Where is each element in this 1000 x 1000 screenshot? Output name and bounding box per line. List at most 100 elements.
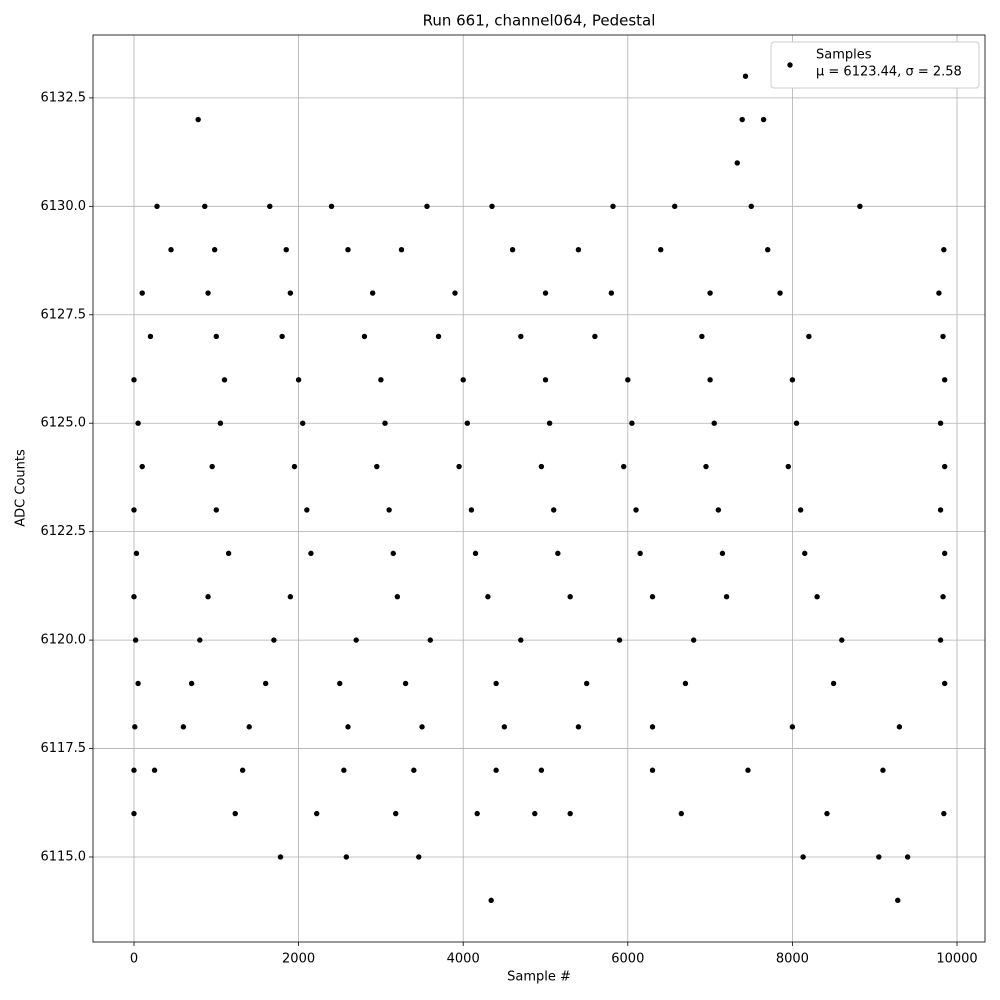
point [232, 810, 238, 817]
point [895, 897, 901, 904]
point [213, 333, 219, 340]
point [353, 637, 359, 643]
point [538, 463, 545, 470]
point [501, 724, 508, 730]
legend-marker [787, 62, 793, 68]
point [551, 507, 557, 513]
point [287, 290, 294, 296]
point [857, 203, 863, 210]
point [616, 637, 623, 643]
point [802, 550, 808, 557]
point [649, 767, 656, 773]
point [489, 203, 495, 210]
point [518, 637, 524, 643]
point [777, 290, 783, 296]
point [567, 594, 573, 600]
point [287, 594, 294, 600]
point [937, 507, 944, 513]
point [532, 810, 538, 817]
point [419, 724, 425, 730]
point [941, 463, 948, 470]
point [313, 810, 320, 817]
point [139, 463, 145, 470]
x-tick-label: 4000 [447, 952, 480, 967]
point [283, 247, 289, 253]
point [271, 637, 277, 643]
point [682, 680, 689, 687]
point [941, 680, 948, 687]
point [390, 550, 396, 557]
point [394, 594, 401, 600]
point [205, 290, 211, 296]
point [151, 767, 158, 773]
point [765, 247, 771, 253]
point [139, 290, 145, 296]
point [343, 854, 350, 860]
point [493, 680, 499, 687]
y-tick-label: 6122.5 [41, 524, 87, 539]
point [567, 810, 573, 817]
point [806, 333, 812, 340]
legend-label: Samples [816, 48, 872, 63]
point [620, 463, 627, 470]
point [493, 767, 499, 773]
point [411, 767, 417, 773]
point [839, 637, 845, 643]
point [629, 420, 635, 426]
point [707, 290, 713, 296]
x-tick-label: 0 [130, 952, 138, 967]
point [131, 810, 137, 817]
y-tick-label: 6130.0 [41, 199, 87, 214]
point [341, 767, 347, 773]
point [485, 594, 491, 600]
point [941, 377, 948, 383]
point [197, 637, 203, 643]
point [937, 420, 944, 426]
point [546, 420, 553, 426]
plot-frame [92, 34, 986, 943]
point [637, 550, 643, 557]
point [135, 420, 141, 426]
point [456, 463, 462, 470]
point [345, 724, 351, 730]
point [800, 854, 806, 860]
point [690, 637, 697, 643]
point [205, 594, 211, 600]
y-tick-label: 6125.0 [41, 416, 87, 431]
point [386, 507, 392, 513]
point [742, 73, 749, 79]
point [221, 377, 228, 383]
point [941, 810, 947, 817]
point [131, 767, 137, 773]
point [202, 203, 208, 210]
point [246, 724, 252, 730]
point [940, 333, 946, 340]
point [393, 810, 399, 817]
point [814, 594, 820, 600]
point [133, 550, 140, 557]
point [295, 377, 302, 383]
point [468, 507, 475, 513]
point [398, 247, 405, 253]
point [625, 377, 631, 383]
point [608, 290, 615, 296]
point [464, 420, 471, 426]
point [308, 550, 314, 557]
point [378, 377, 384, 383]
point [217, 420, 224, 426]
point [135, 680, 141, 687]
chart-title: Run 661, channel064, Pedestal [423, 12, 656, 30]
point [941, 247, 947, 253]
point [345, 247, 351, 253]
point [555, 550, 561, 557]
point [279, 333, 285, 340]
point [719, 550, 726, 557]
point [678, 810, 685, 817]
point [168, 247, 174, 253]
point [369, 290, 376, 296]
point [518, 333, 524, 340]
point [745, 767, 751, 773]
x-axis-label: Sample # [507, 970, 571, 985]
point [328, 203, 335, 210]
